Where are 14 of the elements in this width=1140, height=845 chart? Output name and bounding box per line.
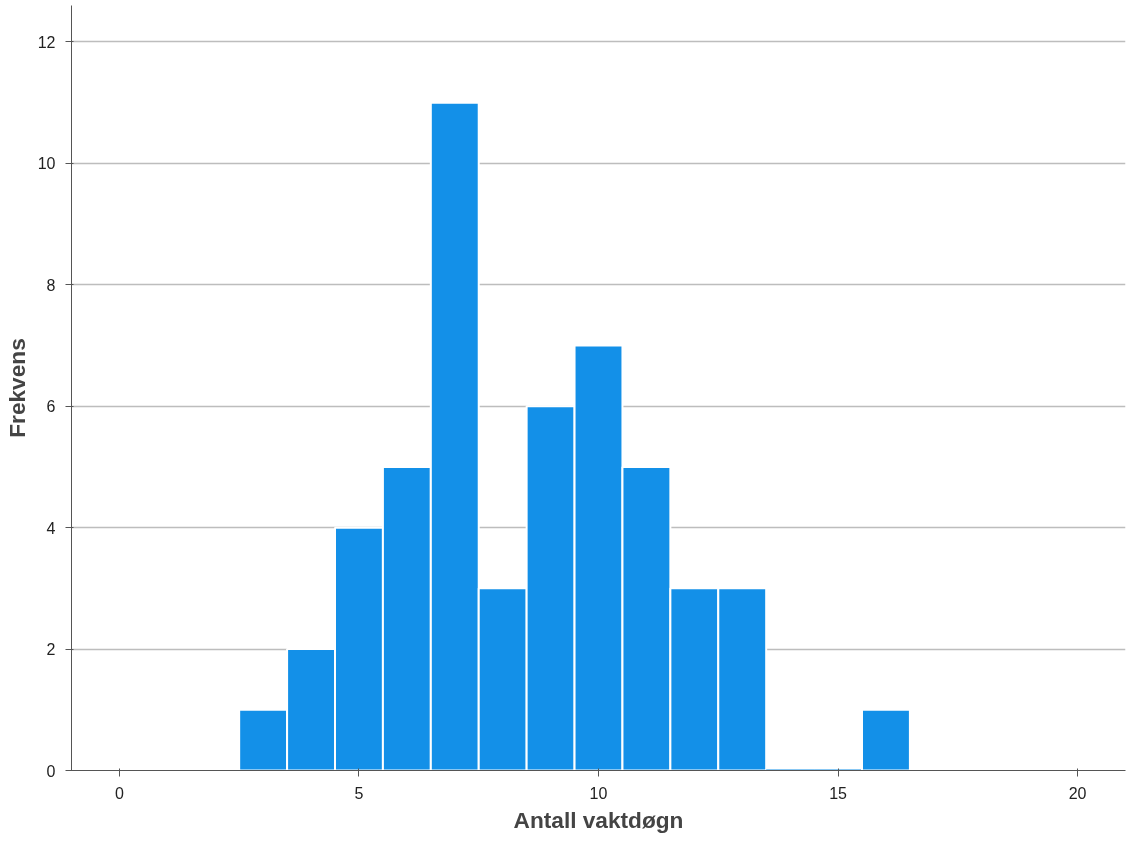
x-axis-title: Antall vaktdøgn <box>513 806 684 833</box>
y-tick-label: 4 <box>46 519 56 537</box>
y-axis-title: Frekvens <box>3 338 30 438</box>
x-tick-label: 15 <box>829 784 848 802</box>
y-tick-label: 10 <box>37 155 56 173</box>
y-tick-label: 2 <box>46 641 56 659</box>
x-tick-label: 20 <box>1068 784 1087 802</box>
x-tick-label: 5 <box>354 784 364 802</box>
x-tick-label: 10 <box>589 784 608 802</box>
y-tick-label: 0 <box>46 762 56 780</box>
y-tick-label: 8 <box>46 276 56 294</box>
x-tick-label: 0 <box>114 784 124 802</box>
y-tick-label: 12 <box>37 33 56 51</box>
y-tick-label: 6 <box>46 398 56 416</box>
